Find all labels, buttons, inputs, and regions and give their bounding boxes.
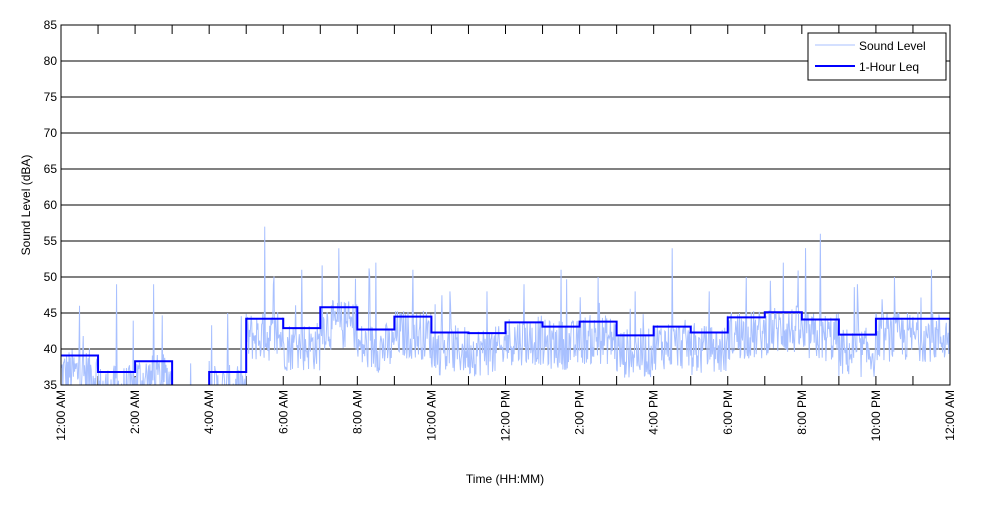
y-tick-label: 80	[44, 54, 58, 68]
x-tick-label: 4:00 AM	[202, 390, 216, 434]
x-tick-label: 8:00 AM	[350, 390, 364, 434]
legend-label-1-hour-leq: 1-Hour Leq	[859, 60, 919, 74]
legend-label-sound-level: Sound Level	[859, 39, 926, 53]
y-tick-label: 60	[44, 198, 58, 212]
y-tick-label: 40	[44, 342, 58, 356]
plot-frame	[60, 24, 951, 386]
x-tick-label: 12:00 AM	[54, 390, 68, 441]
y-tick-label: 70	[44, 126, 58, 140]
x-tick-label: 10:00 PM	[869, 390, 883, 441]
legend-box	[807, 32, 947, 81]
y-tick-label: 85	[44, 18, 58, 32]
x-tick-label: 12:00 AM	[943, 390, 957, 441]
y-tick-label: 35	[44, 378, 58, 392]
x-tick-label: 4:00 PM	[647, 390, 661, 435]
x-tick-label: 6:00 PM	[721, 390, 735, 435]
x-tick-label: 2:00 PM	[573, 390, 587, 435]
x-tick-label: 6:00 AM	[276, 390, 290, 434]
y-tick-label: 50	[44, 270, 58, 284]
y-tick-label: 75	[44, 90, 58, 104]
x-tick-label: 2:00 AM	[128, 390, 142, 434]
x-tick-label: 10:00 AM	[424, 390, 438, 441]
y-tick-label: 55	[44, 234, 58, 248]
legend: Sound Level 1-Hour Leq	[807, 32, 947, 81]
y-axis-label: Sound Level (dBA)	[19, 155, 33, 256]
x-tick-label: 12:00 PM	[499, 390, 513, 441]
x-tick-labels: 12:00 AM 2:00 AM 4:00 AM 6:00 AM 8:00 AM 10:0…	[54, 390, 957, 441]
x-axis-label: Time (HH:MM)	[466, 472, 544, 486]
y-tick-label: 65	[44, 162, 58, 176]
grid-lines	[61, 60, 950, 350]
x-tick-label: 8:00 PM	[795, 390, 809, 435]
series-1-hour-leq-line	[61, 306, 950, 385]
y-tick-label: 45	[44, 306, 58, 320]
y-tick-labels: 35 40 45 50 55 60 65 70 75 80 85	[44, 18, 58, 392]
